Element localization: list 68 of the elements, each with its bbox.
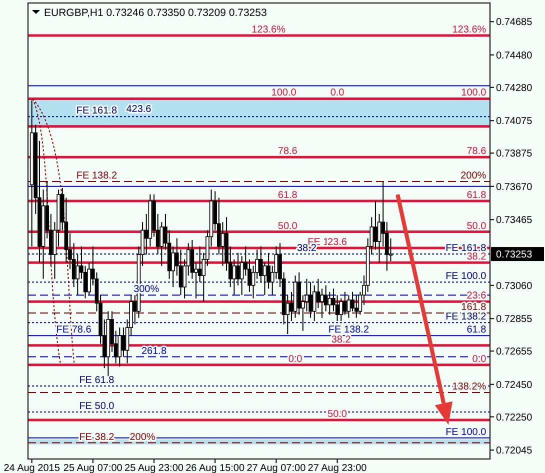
y-tick-label: 0.72045 — [496, 446, 533, 457]
ref-line-label: 0.73253 — [496, 250, 533, 261]
y-tick-label: 0.73060 — [496, 280, 533, 292]
annotation: FE 100.0 — [446, 426, 487, 438]
candlestick — [320, 288, 324, 318]
annotation: FE 138.2 — [328, 324, 370, 336]
candlestick — [122, 327, 126, 358]
annotation: 123.6% — [252, 24, 286, 36]
annotation: 200% — [460, 170, 486, 182]
candlestick — [354, 294, 358, 318]
annotation: 0.0 — [472, 354, 487, 365]
annotation: FE 161.8 — [76, 106, 118, 117]
y-tick-label: 0.72655 — [496, 346, 533, 358]
annotation: FE 78.6 — [56, 324, 92, 336]
annotation: 100.0 — [461, 88, 487, 99]
annotation: 100.0 — [271, 88, 297, 99]
y-tick-label: 0.74280 — [496, 82, 533, 94]
annotation: 138.2% — [452, 381, 486, 392]
annotation: 50.0 — [328, 409, 348, 420]
candlestick — [374, 200, 378, 250]
candlestick — [236, 252, 240, 286]
annotation: FE 100.0 — [446, 271, 487, 282]
x-tick-label: 25 Aug 23:00 — [124, 463, 184, 473]
annotation: 78.6 — [466, 146, 487, 158]
y-tick-label: 0.72250 — [496, 412, 533, 424]
y-tick-label: 0.73465 — [496, 215, 533, 226]
annotation: FE 50.0 — [79, 400, 115, 412]
y-tick-label: 0.74685 — [496, 17, 533, 28]
candlestick — [346, 294, 351, 318]
annotation: 38.2 — [331, 334, 352, 346]
annotation: 23.6 — [466, 290, 487, 302]
annotation: 78.6 — [278, 146, 298, 158]
y-tick-label: 0.73875 — [496, 148, 533, 160]
candlestick — [328, 291, 332, 316]
annotation: 0.0 — [330, 88, 345, 99]
annotation: 61.8 — [466, 324, 487, 336]
candlestick — [262, 262, 267, 296]
annotation: 123.6% — [452, 24, 486, 36]
chart-title: EURGBP,H1 0.73246 0.73350 0.73209 0.73253 — [44, 7, 267, 19]
x-tick-label: 25 Aug 07:00 — [63, 463, 123, 473]
annotation: 261.8 — [141, 346, 167, 357]
candlestick — [308, 282, 312, 318]
y-tick-label: 0.74480 — [496, 50, 533, 62]
candlestick — [232, 258, 236, 296]
annotation: 50.0 — [466, 220, 487, 232]
y-tick-label: 0.74075 — [496, 116, 533, 128]
candlestick — [118, 327, 122, 367]
y-tick-label: 0.72855 — [496, 314, 533, 326]
candlestick — [343, 291, 347, 316]
annotation: 23.6 — [328, 237, 348, 248]
y-tick-label: 0.72450 — [496, 380, 533, 391]
y-tick-label: 0.73670 — [496, 182, 533, 193]
annotation: 161.8 — [461, 302, 487, 313]
annotation: FE 138.2 — [446, 312, 487, 323]
x-tick-label: 27 Aug 07:00 — [246, 463, 306, 473]
x-tick-label: 27 Aug 23:00 — [308, 463, 368, 473]
annotation: FE 138.2 — [76, 170, 118, 182]
annotation: 61.8 — [466, 190, 487, 201]
x-tick-label: 24 Aug 2015 — [4, 463, 60, 473]
candlestick — [220, 222, 225, 266]
annotation: 38.2 — [296, 243, 317, 254]
annotation: 0.0 — [288, 354, 303, 365]
annotation: 423.6 — [126, 104, 152, 115]
annotation: 50.0 — [278, 220, 298, 232]
annotation: FE 61.8 — [79, 374, 115, 386]
x-tick-label: 26 Aug 15:00 — [186, 463, 245, 473]
annotation: 61.8 — [278, 190, 298, 201]
annotation: 38.2 — [466, 252, 487, 263]
